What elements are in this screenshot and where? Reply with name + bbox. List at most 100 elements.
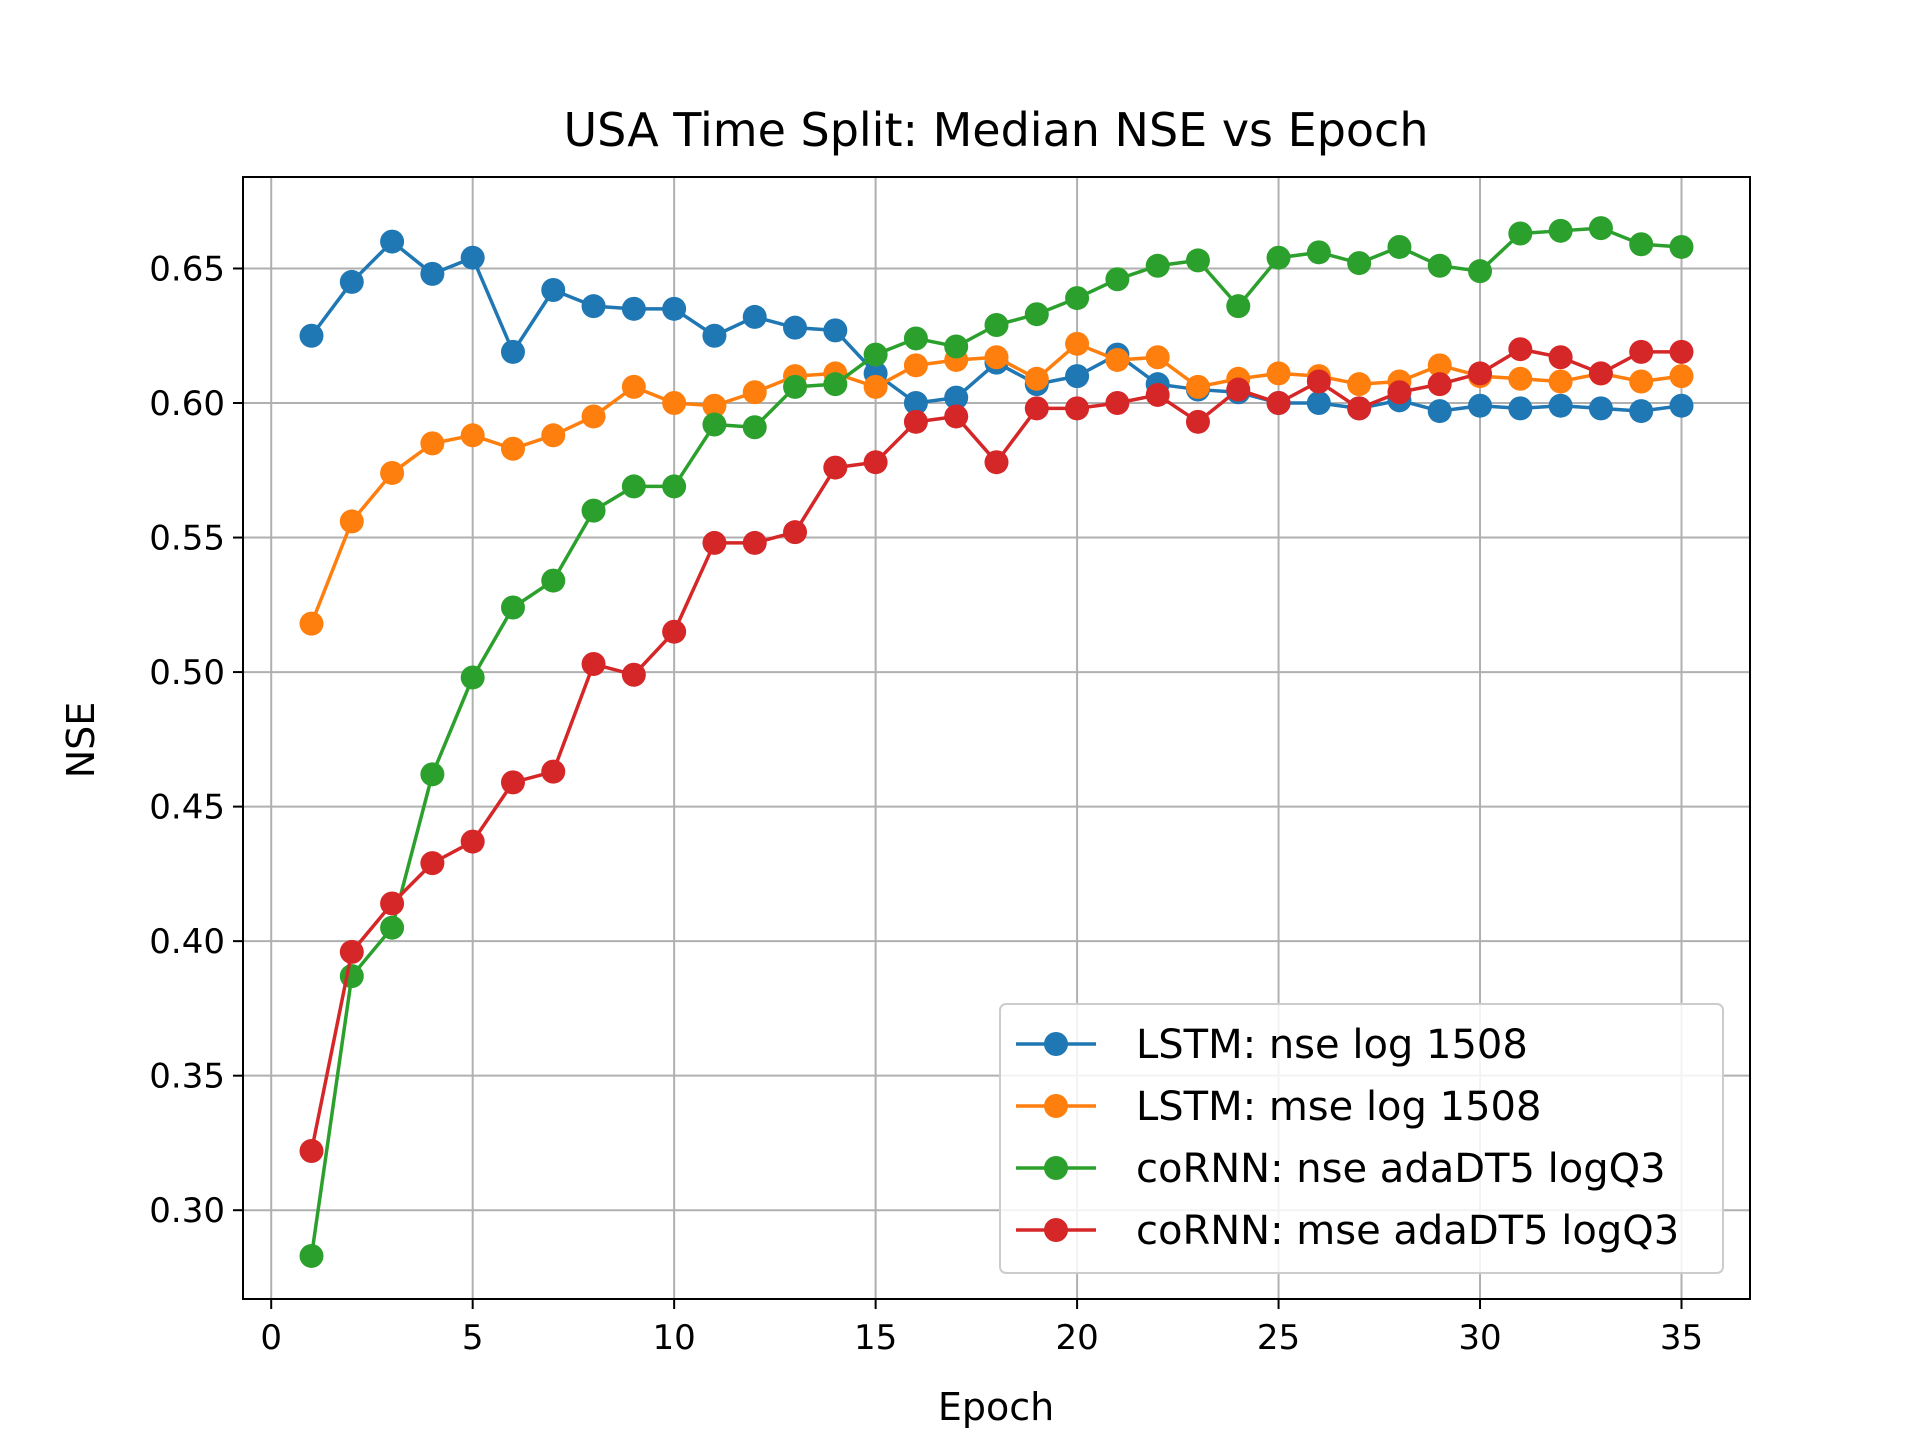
data-point <box>783 520 808 545</box>
data-point <box>299 1139 324 1164</box>
data-point <box>339 964 364 989</box>
data-point <box>1226 377 1251 402</box>
data-point <box>1508 366 1533 391</box>
data-point <box>541 278 566 303</box>
data-point <box>299 323 324 348</box>
data-point <box>1669 234 1694 259</box>
plot-area-frame <box>242 176 1751 1300</box>
data-point <box>380 229 405 254</box>
data-point <box>339 509 364 534</box>
data-point <box>1588 361 1613 386</box>
y-tick-label: 0.30 <box>149 1191 225 1231</box>
legend-label: coRNN: mse adaDT5 logQ3 <box>1136 1208 1679 1254</box>
y-tick-label: 0.55 <box>149 519 225 559</box>
data-point <box>1468 361 1493 386</box>
data-point <box>702 530 727 555</box>
data-point <box>1024 302 1049 327</box>
data-point <box>783 374 808 399</box>
data-point <box>1065 331 1090 356</box>
x-tick-label: 30 <box>1458 1318 1501 1358</box>
data-point <box>1065 286 1090 311</box>
data-point <box>621 374 646 399</box>
data-point <box>1669 364 1694 389</box>
legend-entry: coRNN: nse adaDT5 logQ3 <box>1016 1146 1666 1192</box>
data-point <box>1629 232 1654 257</box>
data-point <box>662 474 687 499</box>
data-point <box>420 851 445 876</box>
data-point <box>702 393 727 418</box>
y-tick-label: 0.35 <box>149 1057 225 1097</box>
data-point <box>1468 259 1493 284</box>
legend-label: coRNN: nse adaDT5 logQ3 <box>1136 1146 1666 1192</box>
chart-title: USA Time Split: Median NSE vs Epoch <box>563 103 1428 157</box>
data-point <box>1185 248 1210 273</box>
x-axis: 0 5 10 15 20 25 30 35 <box>260 1299 1703 1358</box>
data-point <box>1588 216 1613 241</box>
data-point <box>1185 374 1210 399</box>
legend-box <box>999 1003 1724 1274</box>
data-point <box>823 372 848 397</box>
data-point <box>500 436 525 461</box>
data-point <box>944 404 969 429</box>
data-point <box>1024 396 1049 421</box>
data-point <box>903 409 928 434</box>
y-tick-label: 0.60 <box>149 384 225 424</box>
data-point <box>1629 369 1654 394</box>
data-point <box>541 759 566 784</box>
y-tick-label: 0.45 <box>149 788 225 828</box>
data-point <box>581 294 606 319</box>
data-point <box>1427 353 1452 378</box>
data-point <box>1266 361 1291 386</box>
data-point <box>1427 253 1452 278</box>
data-point <box>742 530 767 555</box>
data-point <box>1629 339 1654 364</box>
data-point <box>1548 393 1573 418</box>
data-point <box>823 455 848 480</box>
series-3 <box>299 216 1694 1268</box>
y-tick-label: 0.65 <box>149 249 225 289</box>
legend-marker <box>1044 1032 1068 1056</box>
data-point <box>1508 396 1533 421</box>
data-point <box>742 380 767 405</box>
data-point <box>984 345 1009 370</box>
legend-label: LSTM: mse log 1508 <box>1136 1084 1541 1130</box>
data-point <box>339 939 364 964</box>
data-point <box>1387 234 1412 259</box>
data-point <box>1427 372 1452 397</box>
x-tick-label: 5 <box>462 1318 484 1358</box>
series-layer <box>299 216 1694 1268</box>
data-point <box>541 423 566 448</box>
data-point <box>1629 399 1654 424</box>
data-point <box>662 391 687 416</box>
data-point <box>1548 218 1573 243</box>
data-point <box>1226 294 1251 319</box>
y-tick-label: 0.50 <box>149 653 225 693</box>
data-point <box>460 829 485 854</box>
data-point <box>621 296 646 321</box>
data-point <box>460 245 485 270</box>
data-point <box>1347 251 1372 276</box>
data-point <box>984 312 1009 337</box>
data-point <box>742 415 767 440</box>
data-point <box>863 450 888 475</box>
data-point <box>1306 369 1331 394</box>
data-point <box>299 1243 324 1268</box>
data-point <box>621 662 646 687</box>
data-point <box>1508 221 1533 246</box>
data-point <box>380 460 405 485</box>
data-point <box>500 339 525 364</box>
x-tick-label: 0 <box>260 1318 282 1358</box>
x-tick-label: 35 <box>1660 1318 1703 1358</box>
data-point <box>944 334 969 359</box>
data-point <box>984 450 1009 475</box>
data-point <box>420 261 445 286</box>
data-point <box>581 404 606 429</box>
series-4 <box>299 337 1694 1164</box>
data-point <box>662 296 687 321</box>
data-point <box>702 323 727 348</box>
data-point <box>1105 391 1130 416</box>
data-point <box>460 423 485 448</box>
data-point <box>1508 337 1533 362</box>
data-point <box>1145 253 1170 278</box>
